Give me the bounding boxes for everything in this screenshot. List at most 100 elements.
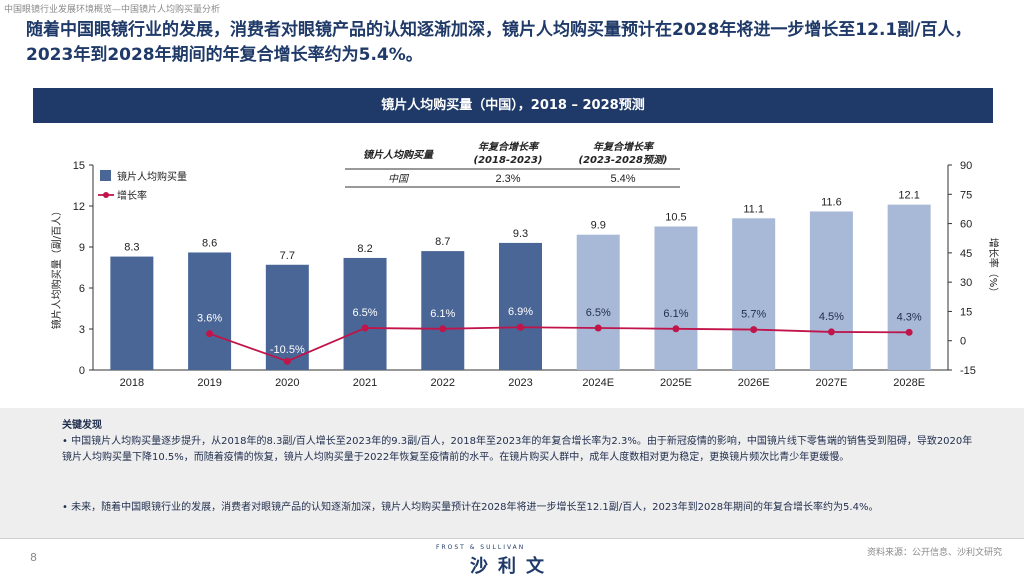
- growth-point: [672, 325, 680, 333]
- x-tick-label: 2018: [120, 377, 144, 389]
- bar: [110, 256, 154, 370]
- bar-value-label: 11.1: [743, 203, 764, 215]
- growth-point: [517, 323, 524, 331]
- bar-value-label: 8.2: [357, 243, 372, 255]
- growth-value-label: 6.1%: [663, 308, 688, 320]
- bar-value-label: 9.9: [591, 220, 606, 232]
- x-tick-label: 2020: [275, 377, 299, 389]
- bar-value-label: 8.3: [124, 242, 139, 254]
- legend-line-marker: [103, 192, 109, 198]
- x-tick-label: 2025E: [660, 377, 692, 389]
- y-tick-label: 6: [79, 283, 85, 295]
- bar-value-label: 9.3: [513, 228, 528, 240]
- key-findings-panel: 关键发现 • 中国镜片人均购买量逐步提升，从2018年的8.3副/百人增长至20…: [0, 408, 1024, 538]
- cagr-value-2018-2023: 2.3%: [495, 173, 520, 185]
- page-headline: 随着中国眼镜行业的发展，消费者对眼镜产品的认知逐渐加深，镜片人均购买量预计在20…: [26, 20, 972, 65]
- bar-value-label: 8.7: [435, 236, 450, 248]
- legend-bar-swatch: [100, 170, 111, 181]
- bar: [343, 257, 387, 370]
- growth-point: [827, 328, 835, 336]
- footer-divider: [0, 538, 1024, 539]
- growth-point: [361, 324, 369, 332]
- finding-bullet-2: • 未来，随着中国眼镜行业的发展，消费者对眼镜产品的认知逐渐加深，镜片人均购买量…: [62, 502, 879, 513]
- bar: [499, 242, 542, 370]
- y2-tick-label: 75: [960, 189, 972, 201]
- y-tick-label: 12: [73, 201, 85, 213]
- growth-value-label: 4.5%: [819, 311, 844, 323]
- chart-axes: 0 3 6 9 12 15 -15 0 15 30 45 60 75 90 镜片人均购买量（副/百人） 增长率…: [50, 160, 1000, 389]
- growth-point: [594, 324, 602, 332]
- growth-value-label: 6.1%: [430, 308, 455, 320]
- growth-point: [439, 325, 447, 333]
- growth-line-series: 3.6% -10.5% 6.5% 6.1% 6.9% 6.5% 6.1% 5.7% 4.5% 4.…: [197, 306, 922, 365]
- cagr-value-2023-2028: 5.4%: [610, 173, 635, 185]
- x-tick-label: 2023: [508, 377, 532, 389]
- y2-tick-label: 90: [960, 160, 972, 172]
- growth-value-label: 3.6%: [197, 313, 222, 325]
- y2-tick-label: 45: [960, 248, 972, 260]
- growth-value-label: 6.9%: [508, 306, 533, 318]
- bar-value-label: 11.6: [821, 196, 842, 208]
- bar: [809, 211, 853, 370]
- cagr-header-label: 镜片人均购买量: [363, 149, 435, 161]
- bar: [421, 251, 465, 370]
- y2-tick-label: -15: [960, 365, 976, 377]
- growth-point: [283, 357, 291, 365]
- cagr-header-line1: 年复合增长率: [478, 141, 540, 153]
- cagr-header-line2: (2018-2023): [474, 155, 543, 166]
- combo-chart: 0 3 6 9 12 15 -15 0 15 30 45 60 75 90 镜片人均购买量（副/百人） 增长率…: [50, 141, 1000, 389]
- cagr-table: 镜片人均购买量年复合增长率(2018-2023)年复合增长率(2023-2028…: [345, 141, 680, 188]
- bar-value-label: 10.5: [665, 212, 686, 224]
- bar-series: 8.3 8.6 7.7 8.2 8.7 9.3 9.9 10.5 11.1 11.6 12.1: [110, 190, 931, 370]
- growth-value-label: -10.5%: [270, 344, 305, 356]
- y-tick-label: 15: [73, 160, 85, 172]
- x-tick-label: 2021: [353, 377, 377, 389]
- y2-tick-label: 60: [960, 219, 972, 231]
- x-tick-label: 2019: [197, 377, 221, 389]
- y2-axis-title: 增长率（%）: [987, 238, 1000, 298]
- source-note: 资料来源：公开信息、沙利文研究: [866, 548, 1002, 558]
- y-tick-label: 9: [79, 242, 85, 254]
- findings-title: 关键发现: [62, 420, 102, 431]
- page-number: 8: [30, 551, 37, 564]
- cagr-row-label: 中国: [388, 173, 410, 185]
- finding-bullet-1: • 中国镜片人均购买量逐步提升，从2018年的8.3副/百人增长至2023年的9…: [62, 436, 973, 463]
- bar: [654, 226, 698, 370]
- bar-value-label: 12.1: [898, 190, 919, 202]
- cagr-header-line2: (2023-2028预测): [579, 154, 668, 166]
- x-tick-label: 2027E: [816, 377, 848, 389]
- bar: [188, 252, 232, 370]
- y-tick-label: 0: [79, 365, 85, 377]
- chart-title: 镜片人均购买量（中国），2018 – 2028预测: [33, 88, 993, 123]
- x-tick-label: 2026E: [738, 377, 770, 389]
- growth-line: [209, 326, 910, 363]
- logo-wordmark: FROST & SULLIVAN: [436, 544, 526, 551]
- growth-value-label: 5.7%: [741, 309, 766, 321]
- bar: [265, 264, 309, 370]
- y2-tick-label: 15: [960, 306, 972, 318]
- y-tick-label: 3: [79, 324, 85, 336]
- x-tick-label: 2022: [431, 377, 455, 389]
- breadcrumb: 中国眼镜行业发展环境概览—中国镜片人均购买量分析: [4, 5, 221, 15]
- logo: 沙利文: [470, 556, 554, 577]
- growth-value-label: 6.5%: [586, 307, 611, 319]
- growth-point: [905, 328, 913, 336]
- legend-bar-label: 镜片人均购买量: [117, 170, 187, 183]
- bar-value-label: 8.6: [202, 237, 217, 249]
- bar-value-label: 7.7: [280, 250, 295, 262]
- y2-tick-label: 0: [960, 336, 966, 348]
- growth-value-label: 6.5%: [353, 307, 378, 319]
- growth-point: [206, 330, 214, 338]
- x-tick-label: 2028E: [893, 377, 925, 389]
- y2-tick-label: 30: [960, 277, 972, 289]
- growth-value-label: 4.3%: [897, 311, 922, 323]
- legend-line-label: 增长率: [117, 189, 147, 202]
- bar: [576, 234, 620, 370]
- growth-point: [750, 326, 758, 334]
- bar: [732, 218, 776, 370]
- bar: [887, 204, 931, 370]
- x-tick-label: 2024E: [582, 377, 614, 389]
- y-axis-title: 镜片人均购买量（副/百人）: [50, 206, 63, 329]
- cagr-header-line1: 年复合增长率: [593, 141, 655, 153]
